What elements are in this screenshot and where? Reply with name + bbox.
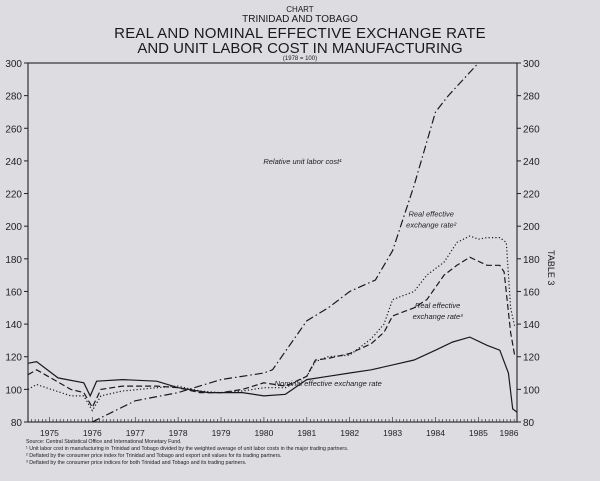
- footnote-3: ³ Deflated by the consumer price indices…: [26, 460, 247, 466]
- x-tick-label: 1986: [500, 428, 519, 438]
- series-label: exchange rate²: [406, 220, 457, 229]
- footnote-1: ¹ Unit labor cost in manufacturing in Tr…: [26, 446, 349, 452]
- y-tick-label-right: 300: [523, 59, 540, 70]
- y-tick-label-left: 120: [5, 353, 22, 364]
- chart-country: TRINIDAD AND TOBAGO: [242, 14, 358, 25]
- x-tick-label: 1984: [426, 428, 445, 438]
- x-tick-label: 1975: [40, 428, 59, 438]
- chart-kicker: CHART: [286, 5, 314, 14]
- table-label: TABLE 3: [546, 250, 556, 286]
- y-tick-label-left: 80: [11, 418, 23, 429]
- x-tick-label: 1982: [340, 428, 359, 438]
- y-tick-label-left: 100: [5, 385, 22, 396]
- series-line-dashdot: [92, 62, 479, 423]
- series-label: Nominal effective exchange rate: [275, 379, 382, 388]
- x-tick-label: 1977: [126, 428, 145, 438]
- x-tick-label: 1976: [83, 428, 102, 438]
- y-tick-label-left: 260: [5, 124, 22, 135]
- x-tick-label: 1985: [469, 428, 488, 438]
- y-tick-label-right: 260: [523, 124, 540, 135]
- chart-title-line1: REAL AND NOMINAL EFFECTIVE EXCHANGE RATE: [114, 25, 486, 42]
- y-tick-label-right: 120: [523, 353, 540, 364]
- series-line-solid: [27, 336, 518, 413]
- line-chart: 80 80 100 100 120 120 140 140 160 160 180 180 200 200…: [5, 59, 540, 438]
- x-tick-label: 1978: [169, 428, 188, 438]
- y-tick-label-left: 200: [5, 222, 22, 233]
- y-tick-label-right: 160: [523, 287, 540, 298]
- series-label: Real effective: [408, 209, 453, 218]
- y-tick-label-left: 180: [5, 255, 22, 266]
- x-tick-label: 1981: [297, 428, 316, 438]
- chart-subtitle: (1978 = 100): [282, 56, 318, 62]
- y-tick-label-left: 160: [5, 287, 22, 298]
- y-tick-label-right: 220: [523, 190, 540, 201]
- y-tick-label-left: 280: [5, 92, 22, 103]
- series-line-dashed: [27, 256, 516, 409]
- y-tick-label-left: 140: [5, 320, 22, 331]
- y-tick-label-right: 240: [523, 157, 540, 168]
- footnote-2: ² Deflated by the consumer price index f…: [26, 453, 282, 459]
- y-tick-label-right: 100: [523, 385, 540, 396]
- plot-frame: [27, 62, 518, 423]
- y-tick-label-left: 220: [5, 190, 22, 201]
- x-tick-label: 1980: [254, 428, 273, 438]
- source-note: Source: Central Statistical Office and I…: [26, 439, 182, 445]
- x-tick-label: 1979: [212, 428, 231, 438]
- y-tick-label-right: 180: [523, 255, 540, 266]
- y-tick-label-right: 80: [523, 418, 535, 429]
- footnotes: Source: Central Statistical Office and I…: [26, 439, 348, 467]
- y-tick-label-right: 140: [523, 320, 540, 331]
- y-tick-label-right: 280: [523, 92, 540, 103]
- series-label: Relative unit labor cost¹: [263, 157, 342, 166]
- y-tick-label-right: 200: [523, 222, 540, 233]
- y-tick-label-left: 300: [5, 59, 22, 70]
- y-tick-label-left: 240: [5, 157, 22, 168]
- series-label: exchange rate³: [413, 312, 464, 321]
- x-tick-label: 1983: [383, 428, 402, 438]
- chart-title-line2: AND UNIT LABOR COST IN MANUFACTURING: [137, 40, 463, 57]
- series-label: Real effective: [415, 301, 460, 310]
